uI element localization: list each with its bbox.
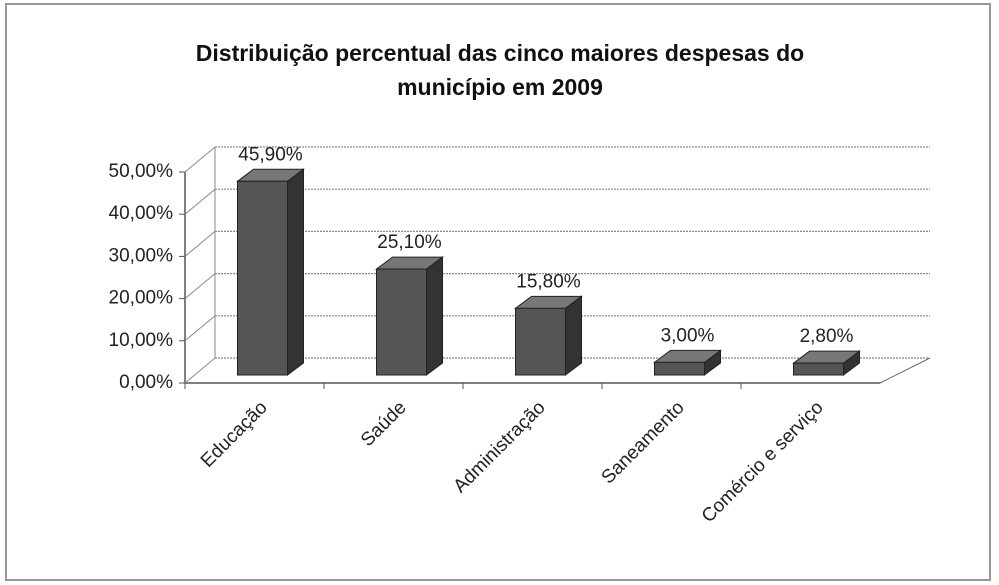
- wall-grid-line: [184, 315, 216, 342]
- bar: [515, 307, 566, 376]
- bar: [793, 362, 844, 376]
- chart-frame: [5, 3, 991, 581]
- y-tick-label: 50,00%: [109, 161, 174, 182]
- floor-edge: [879, 357, 931, 384]
- data-label: 45,90%: [238, 144, 303, 165]
- y-tick-label: 0,00%: [119, 372, 173, 393]
- bar-side: [426, 256, 443, 376]
- wall-grid-line: [184, 273, 216, 299]
- y-tick-label: 30,00%: [109, 245, 174, 266]
- chart-title: Distribuição percentual das cinco maiore…: [195, 40, 805, 100]
- data-label: 3,00%: [661, 325, 715, 346]
- y-tick-label: 20,00%: [109, 288, 174, 309]
- y-tick-label: 40,00%: [109, 203, 174, 224]
- bar-side: [565, 295, 582, 376]
- wall-grid-line: [184, 357, 216, 384]
- wall-grid-line: [184, 146, 216, 173]
- bar: [237, 180, 288, 376]
- bar: [376, 268, 427, 376]
- wall-grid-line: [184, 231, 216, 257]
- data-label: 25,10%: [377, 232, 442, 253]
- wall-grid-line: [184, 188, 216, 215]
- y-tick-label: 10,00%: [109, 330, 174, 351]
- bar: [654, 361, 705, 376]
- data-label: 15,80%: [516, 271, 581, 292]
- data-label: 2,80%: [800, 326, 854, 347]
- bar-side: [287, 168, 304, 376]
